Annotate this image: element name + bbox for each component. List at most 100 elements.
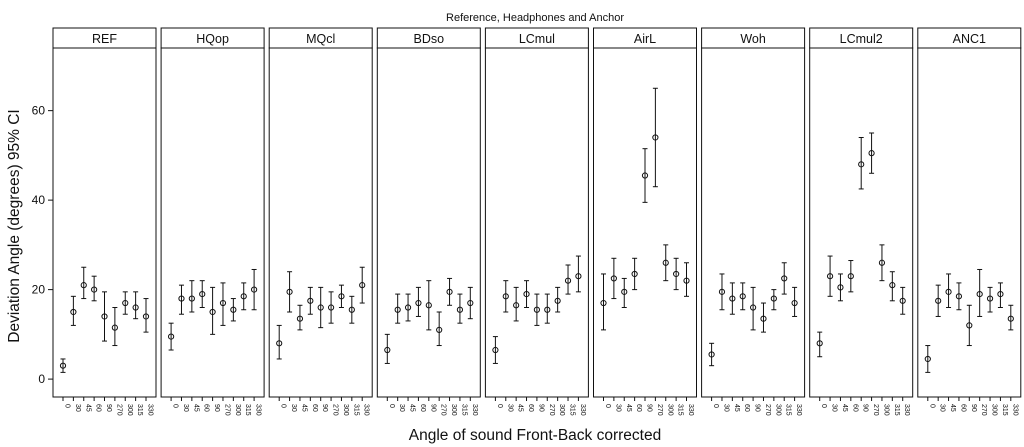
data-point — [276, 340, 283, 347]
x-tick-label: 45 — [949, 404, 956, 412]
panel-airl: AirL 0 30 45 60 90 270 300 315 330 — [593, 27, 697, 416]
x-tick-label: 30 — [290, 404, 297, 412]
data-point — [683, 277, 690, 284]
data-point — [575, 273, 582, 280]
data-point — [708, 351, 715, 358]
data-point — [188, 295, 195, 302]
x-tick-label: 330 — [687, 404, 694, 416]
x-tick-label: 90 — [646, 404, 653, 412]
x-tick-label: 330 — [795, 404, 802, 416]
x-tick-label: 315 — [785, 404, 792, 416]
data-point — [502, 293, 509, 300]
data-point — [327, 304, 335, 311]
data-point — [101, 313, 108, 320]
x-tick-label: 60 — [527, 404, 534, 412]
x-tick-label: 315 — [460, 404, 467, 416]
x-tick-label: 0 — [712, 404, 719, 408]
data-point — [600, 299, 607, 307]
data-point — [976, 290, 983, 298]
data-point — [770, 295, 777, 302]
x-axis-label: Angle of sound Front-Back corrected — [409, 427, 661, 444]
data-point — [80, 282, 87, 289]
data-point — [641, 172, 649, 179]
data-point — [826, 273, 834, 280]
x-tick-label: 30 — [506, 404, 513, 412]
data-point — [816, 340, 823, 347]
y-axis-label: Deviation Angle (degrees) 95% CI — [6, 109, 23, 343]
x-tick-label: 90 — [213, 404, 220, 412]
x-tick-label: 30 — [939, 404, 946, 412]
x-tick-label: 30 — [182, 404, 189, 412]
panel-frame — [52, 47, 157, 398]
data-point — [230, 306, 237, 313]
y-tick-label: 60 — [32, 104, 46, 118]
panel-title: LCmul — [519, 32, 555, 46]
x-tick-label: 90 — [970, 404, 977, 412]
x-tick-label: 45 — [841, 404, 848, 412]
x-tick-label: 45 — [300, 404, 307, 412]
data-point — [251, 286, 258, 293]
x-tick-label: 30 — [398, 404, 405, 412]
x-tick-label: 45 — [733, 404, 740, 412]
x-tick-label: 315 — [677, 404, 684, 416]
data-point — [1007, 315, 1014, 322]
x-tick-label: 90 — [754, 404, 761, 412]
x-tick-label: 60 — [959, 404, 966, 412]
data-point — [781, 275, 788, 282]
x-tick-label: 300 — [234, 404, 241, 416]
data-point — [219, 299, 227, 307]
panel-lcmul2: LCmul2 0 30 45 60 90 270 300 315 330 — [809, 27, 914, 416]
x-tick-label: 90 — [429, 404, 436, 412]
x-tick-label: 315 — [569, 404, 576, 416]
x-tick-label: 30 — [614, 404, 621, 412]
data-point — [91, 286, 98, 293]
x-tick-label: 330 — [579, 404, 586, 416]
data-point — [673, 270, 680, 278]
data-point — [307, 297, 314, 304]
data-point — [760, 315, 767, 322]
x-tick-label: 270 — [223, 404, 230, 416]
x-tick-label: 300 — [558, 404, 565, 416]
data-point — [467, 299, 474, 307]
panel-title: Woh — [740, 32, 766, 46]
data-point — [718, 288, 726, 295]
data-point — [533, 306, 541, 313]
data-point — [70, 308, 77, 316]
x-tick-label: 315 — [136, 404, 143, 416]
x-tick-label: 60 — [635, 404, 642, 412]
x-tick-label: 60 — [95, 404, 102, 412]
data-point — [436, 326, 443, 333]
data-point — [868, 150, 875, 157]
panel-hqop: HQop 0 30 45 60 90 270 300 315 330 — [160, 27, 265, 416]
x-tick-label: 300 — [126, 404, 133, 416]
panel-woh: Woh 0 30 45 60 90 270 300 315 330 — [701, 27, 806, 416]
panel-ref: REF 0 30 45 60 90 270 300 315 330 — [52, 27, 157, 416]
x-tick-label: 270 — [980, 404, 987, 416]
panel-title: BDso — [414, 32, 445, 46]
data-point — [492, 346, 499, 354]
data-point — [425, 302, 432, 309]
data-point — [652, 134, 659, 141]
x-tick-label: 300 — [774, 404, 781, 416]
x-tick-label: 45 — [517, 404, 524, 412]
panel-title: MQcl — [306, 32, 335, 46]
x-tick-label: 330 — [903, 404, 910, 416]
x-tick-label: 45 — [625, 404, 632, 412]
data-point — [564, 277, 572, 284]
data-point — [739, 293, 746, 300]
y-tick-label: 20 — [32, 283, 46, 297]
x-tick-label: 270 — [115, 404, 122, 416]
data-point — [296, 315, 304, 322]
data-point — [384, 346, 391, 354]
data-point — [132, 304, 139, 311]
data-point — [924, 355, 931, 363]
panel-frame — [268, 47, 373, 398]
panel-lcmul: LCmul 0 30 45 60 90 270 300 315 330 — [484, 27, 589, 416]
x-tick-label: 30 — [831, 404, 838, 412]
data-point — [729, 295, 736, 302]
x-tick-label: 90 — [105, 404, 112, 412]
x-tick-label: 0 — [496, 404, 503, 408]
data-point — [945, 288, 952, 295]
data-point — [899, 297, 906, 304]
